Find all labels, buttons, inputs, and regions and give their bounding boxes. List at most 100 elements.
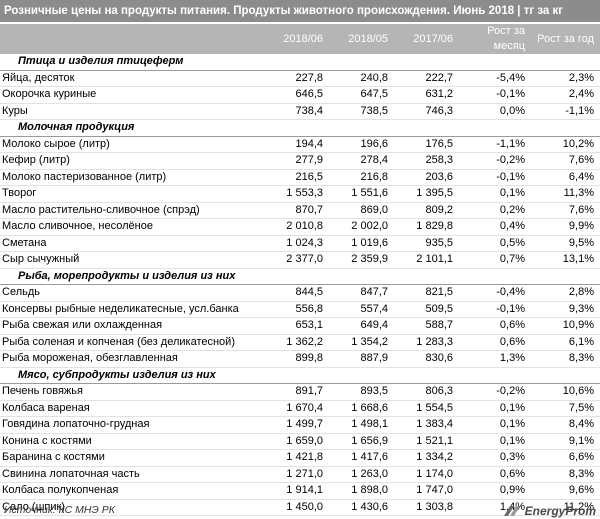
product-name: Творог <box>0 185 262 203</box>
price-2018-05: 240,8 <box>329 70 394 87</box>
price-2018-06: 1 914,1 <box>262 482 329 500</box>
month-growth: -0,4% <box>459 284 531 302</box>
month-growth: 0,1% <box>459 433 531 450</box>
price-2018-06: 216,5 <box>262 169 329 186</box>
logo-text: EnergyProm <box>524 504 596 518</box>
year-growth: 7,5% <box>531 400 600 417</box>
col-header-year-growth: Рост за год <box>531 24 600 54</box>
price-2018-06: 646,5 <box>262 86 329 104</box>
product-name: Рыба свежая или охлажденная <box>0 317 262 335</box>
product-name: Рыба соленая и копченая (без деликатесно… <box>0 334 262 351</box>
price-2017-06: 1 554,5 <box>394 400 459 417</box>
table-row: Говядина лопаточно-грудная 1 499,7 1 498,1… <box>0 416 600 434</box>
table-row: Творог 1 553,3 1 551,6 1 395,5 0,1% 11,3% <box>0 185 600 203</box>
product-name: Печень говяжья <box>0 383 262 401</box>
year-growth: 7,6% <box>531 152 600 170</box>
year-growth: -1,1% <box>531 103 600 120</box>
year-growth: 9,3% <box>531 301 600 318</box>
price-2018-06: 870,7 <box>262 202 329 219</box>
price-2018-06: 1 659,0 <box>262 433 329 450</box>
price-2018-06: 1 553,3 <box>262 185 329 203</box>
price-2018-05: 196,6 <box>329 136 394 153</box>
month-growth: 0,2% <box>459 202 531 219</box>
month-growth: -0,2% <box>459 383 531 401</box>
price-2018-05: 216,8 <box>329 169 394 186</box>
price-2017-06: 1 303,8 <box>394 499 459 516</box>
table-row: Рыба соленая и копченая (без деликатесно… <box>0 334 600 351</box>
month-growth: 0,1% <box>459 400 531 417</box>
price-2018-05: 278,4 <box>329 152 394 170</box>
price-2017-06: 821,5 <box>394 284 459 302</box>
price-2018-06: 653,1 <box>262 317 329 335</box>
year-growth: 13,1% <box>531 251 600 269</box>
price-2018-06: 844,5 <box>262 284 329 302</box>
price-2018-05: 647,5 <box>329 86 394 104</box>
price-2018-05: 2 002,0 <box>329 218 394 236</box>
price-2017-06: 1 334,2 <box>394 449 459 467</box>
table-row: Кефир (литр) 277,9 278,4 258,3 -0,2% 7,6% <box>0 152 600 170</box>
price-2018-05: 1 551,6 <box>329 185 394 203</box>
section-label: Птица и изделия птицеферм <box>0 54 600 71</box>
price-2018-05: 1 656,9 <box>329 433 394 450</box>
table-row: Колбаса вареная 1 670,4 1 668,6 1 554,5 0,1%… <box>0 400 600 417</box>
table-row: Молоко сырое (литр) 194,4 196,6 176,5 -1,1% 1… <box>0 136 600 153</box>
price-2017-06: 631,2 <box>394 86 459 104</box>
table-row: Сметана 1 024,3 1 019,6 935,5 0,5% 9,5% <box>0 235 600 252</box>
year-growth: 10,6% <box>531 383 600 401</box>
product-name: Колбаса полукопченая <box>0 482 262 500</box>
product-name: Колбаса вареная <box>0 400 262 417</box>
price-2017-06: 1 174,0 <box>394 466 459 483</box>
price-2018-06: 556,8 <box>262 301 329 318</box>
month-growth: 0,3% <box>459 449 531 467</box>
product-name: Кефир (литр) <box>0 152 262 170</box>
table-row: Куры 738,4 738,5 746,3 0,0% -1,1% <box>0 103 600 120</box>
month-growth: 0,6% <box>459 334 531 351</box>
table-row: Рыба мороженая, обезглавленная 899,8 887,9… <box>0 350 600 368</box>
price-2018-05: 1 263,0 <box>329 466 394 483</box>
month-growth: -0,1% <box>459 86 531 104</box>
month-growth: -5,4% <box>459 70 531 87</box>
year-growth: 9,6% <box>531 482 600 500</box>
month-growth: 0,1% <box>459 185 531 203</box>
year-growth: 8,3% <box>531 350 600 368</box>
year-growth: 2,4% <box>531 86 600 104</box>
table-body: Птица и изделия птицеферм Яйца, десяток 22… <box>0 54 600 516</box>
month-growth: 0,0% <box>459 103 531 120</box>
product-name: Свинина лопаточная часть <box>0 466 262 483</box>
price-2017-06: 830,6 <box>394 350 459 368</box>
price-2017-06: 1 395,5 <box>394 185 459 203</box>
year-growth: 9,1% <box>531 433 600 450</box>
price-2018-05: 887,9 <box>329 350 394 368</box>
brand-logo: EnergyProm <box>502 503 596 519</box>
product-name: Рыба мороженая, обезглавленная <box>0 350 262 368</box>
price-2018-05: 2 359,9 <box>329 251 394 269</box>
year-growth: 6,1% <box>531 334 600 351</box>
section-label: Мясо, субпродукты изделия из них <box>0 367 600 384</box>
product-name: Масло растительно-сливочное (спрэд) <box>0 202 262 219</box>
price-2018-05: 649,4 <box>329 317 394 335</box>
price-2018-05: 1 430,6 <box>329 499 394 516</box>
table-row: Колбаса полукопченая 1 914,1 1 898,0 1 747,… <box>0 482 600 500</box>
price-2017-06: 1 283,3 <box>394 334 459 351</box>
col-header-month-growth: Рост за месяц <box>459 24 531 54</box>
month-growth: 0,5% <box>459 235 531 252</box>
price-2018-05: 893,5 <box>329 383 394 401</box>
table-row: Конина с костями 1 659,0 1 656,9 1 521,1 0,1… <box>0 433 600 450</box>
price-2018-06: 1 271,0 <box>262 466 329 483</box>
price-2018-06: 2 377,0 <box>262 251 329 269</box>
price-2018-05: 1 898,0 <box>329 482 394 500</box>
year-growth: 10,2% <box>531 136 600 153</box>
price-2018-06: 1 450,0 <box>262 499 329 516</box>
price-2017-06: 809,2 <box>394 202 459 219</box>
price-2018-06: 891,7 <box>262 383 329 401</box>
price-2017-06: 1 829,8 <box>394 218 459 236</box>
month-growth: 0,4% <box>459 218 531 236</box>
product-name: Сметана <box>0 235 262 252</box>
month-growth: -0,2% <box>459 152 531 170</box>
year-growth: 8,3% <box>531 466 600 483</box>
table-row: Баранина с костями 1 421,8 1 417,6 1 334,2 0… <box>0 449 600 467</box>
section-row: Птица и изделия птицеферм <box>0 54 600 71</box>
price-2017-06: 203,6 <box>394 169 459 186</box>
month-growth: 1,3% <box>459 350 531 368</box>
footer: Источник: КС МНЭ РК EnergyProm <box>0 503 600 519</box>
